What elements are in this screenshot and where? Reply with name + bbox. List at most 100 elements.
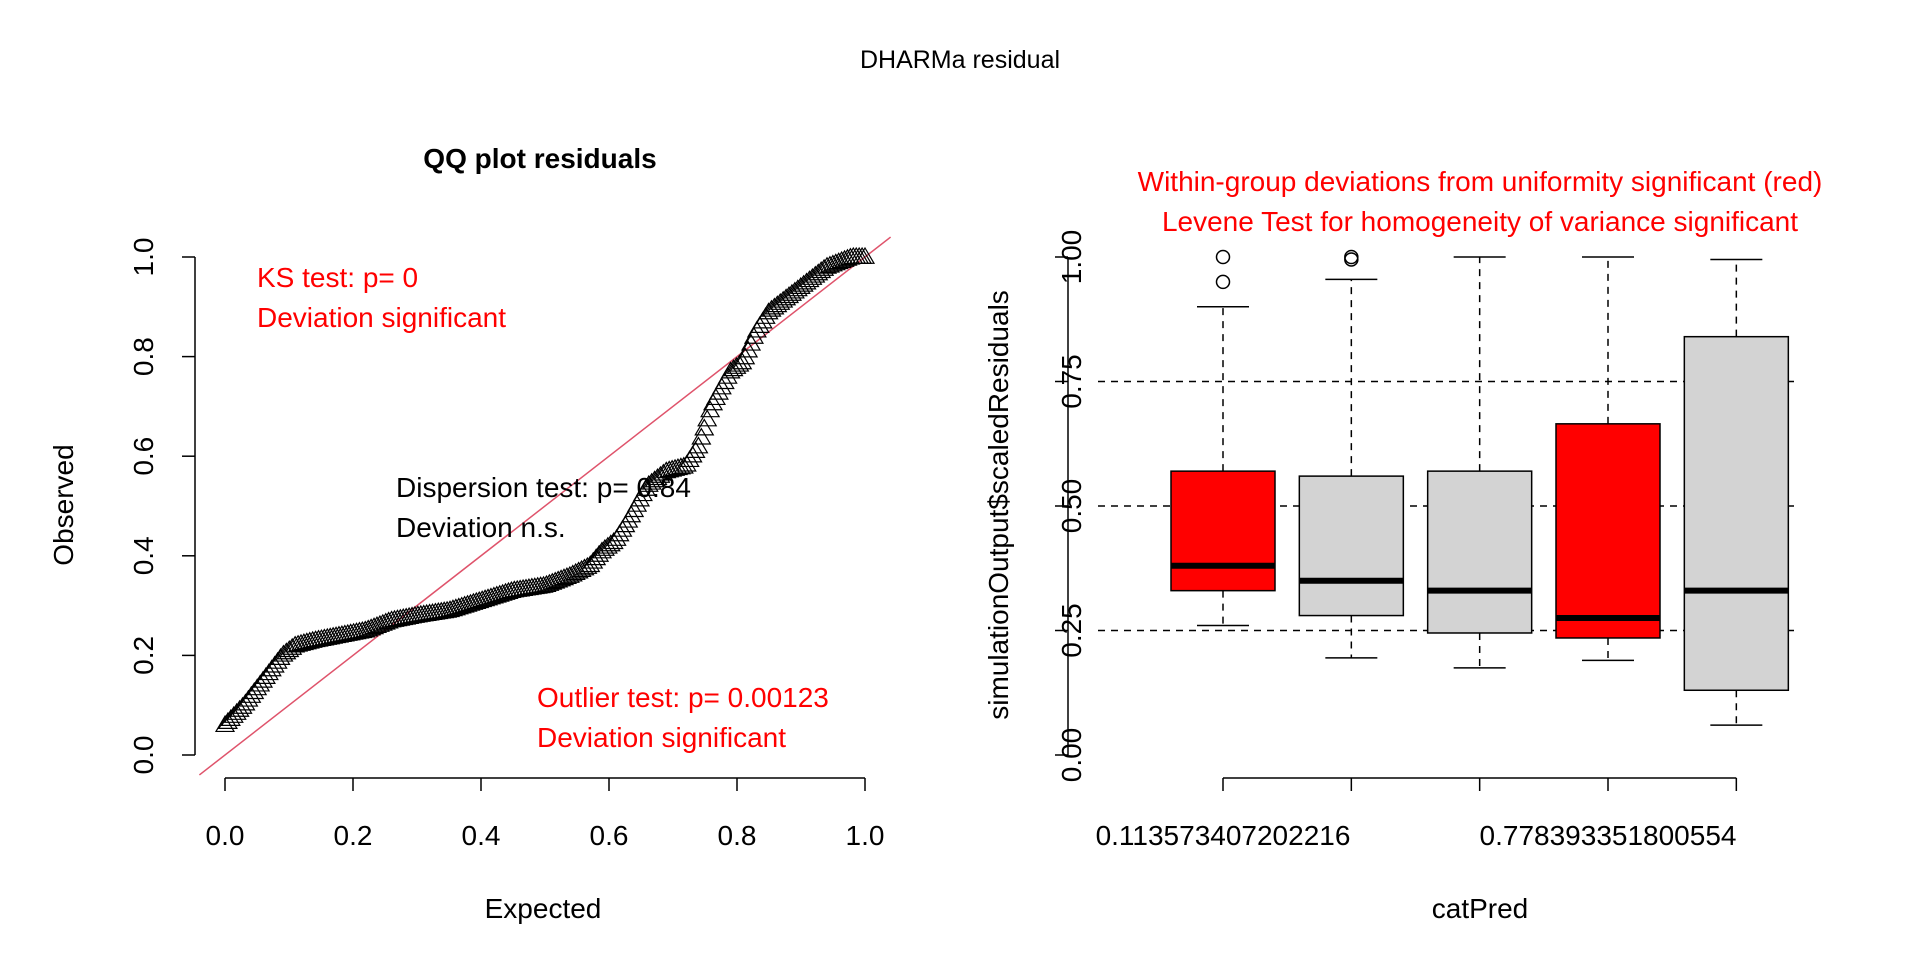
qq-point (624, 499, 645, 518)
qq-point (688, 436, 709, 454)
boxplot-box-group (1555, 256, 1661, 662)
qq-point (697, 409, 718, 427)
qq-point (767, 295, 788, 313)
qq-point (214, 714, 236, 733)
qq-x-tick-label: 0.2 (334, 820, 373, 851)
boxplot-boxes (1170, 249, 1790, 726)
qq-point (600, 534, 621, 552)
qq-point (700, 400, 721, 418)
qq-point (659, 460, 680, 478)
qq-point (559, 565, 580, 583)
qq-points (214, 246, 876, 733)
qq-y-tick-label: 0.4 (128, 536, 159, 575)
qq-point (580, 554, 601, 573)
qq-plot-title: QQ plot residuals (423, 143, 656, 174)
boxplot-y-tick-label: 0.50 (1056, 479, 1087, 534)
qq-x-tick-label: 0.6 (590, 820, 629, 851)
qq-x-axis-label: Expected (485, 893, 602, 924)
qq-point (565, 562, 586, 580)
qq-point (790, 276, 811, 295)
boxplot-outlier (1344, 249, 1359, 265)
qq-point (852, 246, 873, 264)
qq-point (229, 699, 250, 717)
boxplot-y-tick-label: 0.00 (1056, 728, 1087, 783)
qq-point (562, 564, 583, 582)
qq-point (735, 347, 756, 365)
qq-y-tick-label: 0.2 (128, 636, 159, 675)
qq-point (437, 600, 458, 618)
qq-y-tick-label: 0.0 (128, 736, 159, 775)
boxplot-x-tick-label-1: 0.113573407202216 (1096, 820, 1351, 851)
qq-point (302, 630, 323, 648)
qq-point (738, 340, 759, 358)
boxplot-y-tick-label: 0.75 (1056, 354, 1087, 409)
qq-point (778, 286, 800, 304)
qq-point (656, 461, 677, 479)
qq-x-tick-label: 0.4 (462, 820, 501, 851)
qq-point (226, 702, 247, 720)
qq-point (773, 290, 794, 308)
qq-point (726, 356, 747, 374)
qq-point (288, 634, 309, 652)
outlier-deviation-label: Deviation significant (537, 722, 786, 753)
qq-point (691, 427, 712, 445)
qq-point (673, 456, 694, 474)
qq-point (662, 459, 683, 477)
qq-point (586, 548, 607, 566)
qq-point (498, 581, 519, 599)
qq-y-tick-label: 0.6 (128, 437, 159, 476)
qq-point (296, 632, 317, 650)
qq-plot-panel: QQ plot residuals 0.0 0.2 0.4 0.6 0.8 1.0 0.0 0… (48, 143, 892, 924)
qq-x-tick-label: 0.0 (206, 820, 245, 851)
boxplot-y-tick-label: 1.00 (1056, 230, 1087, 285)
boxplot-outlier (1215, 249, 1231, 265)
qq-point (644, 470, 665, 488)
qq-point (834, 249, 855, 267)
boxplot-box (1555, 423, 1661, 639)
boxplot-box (1683, 335, 1790, 692)
qq-point (378, 611, 399, 629)
boxplot-box-group (1683, 258, 1790, 726)
qq-point (220, 708, 241, 726)
qq-point (694, 418, 715, 436)
boxplot-y-axis-label: simulationOutput$scaledResiduals (983, 290, 1014, 720)
boxplot-box-group (1170, 249, 1276, 627)
qq-point (594, 538, 615, 556)
qq-point (854, 246, 876, 264)
boxplot-title-line-2: Levene Test for homogeneity of variance … (1162, 206, 1798, 237)
qq-point (793, 274, 814, 292)
boxplot-box (1426, 470, 1533, 634)
boxplot-box-group (1426, 256, 1533, 669)
qq-y-tick-label: 1.0 (128, 238, 159, 277)
qq-point (787, 279, 808, 297)
qq-point (217, 711, 238, 729)
qq-point (273, 644, 294, 662)
qq-point (811, 261, 832, 279)
boxplot-x-tick-label-2: 0.778393351800554 (1480, 820, 1737, 851)
boxplot-axes: 0.00 0.25 0.50 0.75 1.00 (1055, 230, 1738, 791)
outlier-test-label: Outlier test: p= 0.00123 (537, 682, 829, 713)
qq-point (285, 635, 306, 653)
qq-point (641, 472, 662, 490)
figure-title: DHARMa residual (860, 46, 1060, 74)
boxplot-title-line-1: Within-group deviations from uniformity … (1138, 166, 1823, 197)
qq-y-tick-label: 0.8 (128, 337, 159, 376)
qq-point (764, 297, 785, 315)
qq-y-axis-label: Observed (48, 444, 79, 565)
qq-point (279, 640, 300, 658)
qq-point (583, 551, 604, 569)
qq-axes: 0.0 0.2 0.4 0.6 0.8 1.0 0.0 0.2 0.4 0.6 0.8 1.0 (128, 238, 884, 851)
qq-point (501, 580, 522, 599)
qq-point (796, 272, 817, 290)
qq-reference-line (198, 236, 892, 776)
qq-point (290, 633, 312, 651)
qq-point (638, 474, 659, 492)
qq-point (293, 633, 314, 651)
qq-point (781, 283, 802, 301)
qq-point (223, 705, 244, 723)
boxplot-box (1170, 470, 1276, 592)
qq-point (618, 510, 639, 528)
qq-point (802, 267, 823, 285)
qq-point (708, 382, 729, 400)
